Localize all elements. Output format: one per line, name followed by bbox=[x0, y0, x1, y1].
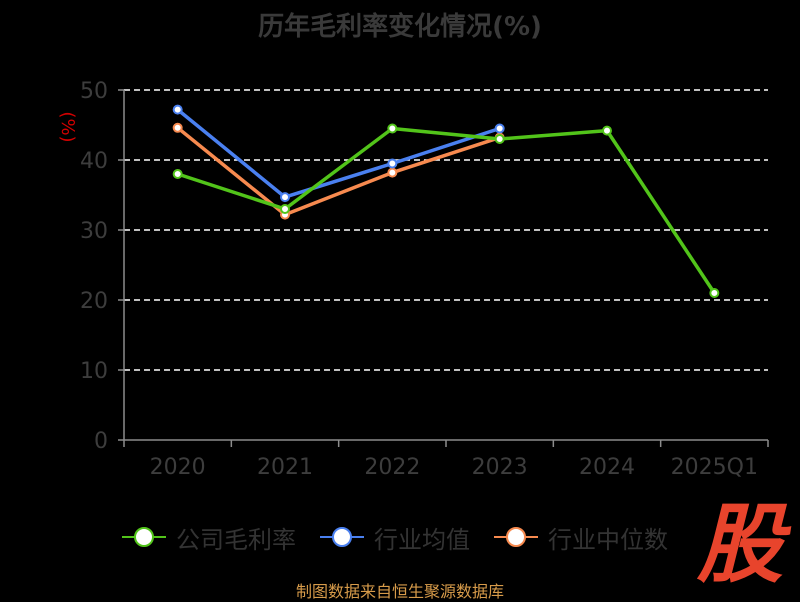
series-line-company bbox=[177, 126, 716, 294]
y-tick-label-30: 30 bbox=[80, 219, 108, 244]
y-tick-label-50: 50 bbox=[80, 79, 108, 104]
series-line-industry_avg bbox=[176, 108, 501, 199]
x-tick-label-2025Q1: 2025Q1 bbox=[671, 455, 758, 480]
y-axis-label: (%) bbox=[57, 111, 78, 142]
data-point-industry_median-2022 bbox=[387, 167, 398, 178]
legend: 公司毛利率 行业均值 行业中位数 bbox=[120, 520, 668, 554]
data-point-company-2020 bbox=[172, 169, 183, 179]
y-tick-label-0: 0 bbox=[94, 429, 108, 454]
legend-label-industry-avg: 行业均值 bbox=[374, 525, 470, 554]
legend-label-company: 公司毛利率 bbox=[176, 525, 296, 554]
data-point-industry_avg-2022 bbox=[387, 158, 398, 169]
data-point-industry_avg-2021 bbox=[280, 192, 290, 203]
y-tick-label-40: 40 bbox=[80, 149, 108, 174]
y-tick-label-20: 20 bbox=[80, 289, 108, 314]
chart-title: 历年毛利率变化情况(%) bbox=[258, 12, 542, 42]
x-tick-label-2021: 2021 bbox=[257, 455, 313, 480]
x-tick-label-2024: 2024 bbox=[579, 455, 635, 480]
source-note: 制图数据来自恒生聚源数据库 bbox=[295, 582, 504, 601]
legend-item-company[interactable]: 公司毛利率 bbox=[120, 520, 296, 555]
data-point-industry_avg-2023 bbox=[494, 123, 505, 134]
y-tick-label-10: 10 bbox=[80, 359, 108, 384]
data-point-company-2023 bbox=[494, 134, 505, 144]
series-line-industry_median bbox=[176, 126, 501, 217]
data-point-company-2021 bbox=[280, 204, 290, 214]
brand-logo: 股 bbox=[697, 494, 783, 595]
x-tick-label-2020: 2020 bbox=[150, 455, 206, 480]
data-point-industry_avg-2020 bbox=[172, 104, 183, 115]
data-point-industry_median-2020 bbox=[172, 122, 183, 133]
legend-marker-industry-avg bbox=[320, 527, 364, 547]
x-tick-label-2023: 2023 bbox=[472, 455, 528, 480]
data-point-company-2024 bbox=[602, 125, 612, 136]
legend-item-industry-median[interactable]: 行业中位数 bbox=[492, 520, 668, 555]
data-point-company-2022 bbox=[387, 123, 398, 134]
x-tick-label-2022: 2022 bbox=[364, 455, 420, 480]
data-point-company-2025Q1 bbox=[709, 288, 720, 298]
legend-label-industry-median: 行业中位数 bbox=[548, 525, 668, 554]
legend-item-industry-avg[interactable]: 行业均值 bbox=[318, 520, 470, 555]
legend-marker-company bbox=[122, 527, 166, 547]
legend-marker-industry-median bbox=[494, 527, 538, 547]
